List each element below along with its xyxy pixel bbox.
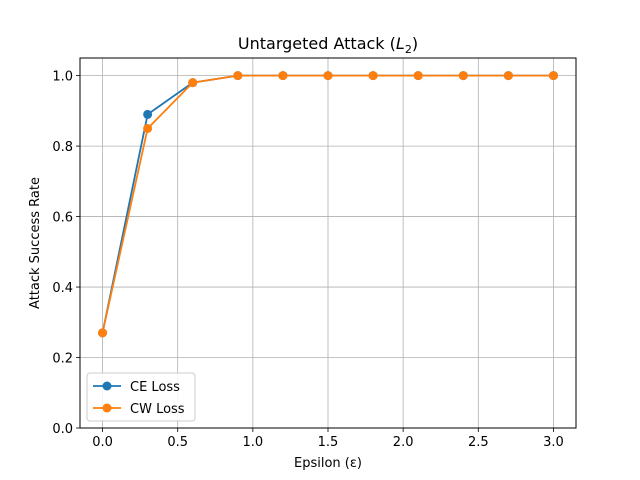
x-tick-label: 2.0 bbox=[393, 435, 414, 450]
x-tick-label: 1.5 bbox=[318, 435, 339, 450]
x-tick-label: 1.0 bbox=[243, 435, 264, 450]
data-point-cw-loss bbox=[368, 71, 378, 81]
y-tick-label: 0.6 bbox=[52, 211, 73, 226]
data-point-cw-loss bbox=[278, 71, 288, 81]
legend-label-cw-loss: CW Loss bbox=[130, 402, 185, 417]
legend: CE Loss CW Loss bbox=[86, 372, 196, 422]
data-point-cw-loss bbox=[188, 78, 198, 88]
legend-marker-ce-loss bbox=[102, 381, 112, 391]
data-point-cw-loss bbox=[98, 328, 108, 338]
data-point-cw-loss bbox=[143, 123, 153, 133]
y-tick-label: 0.8 bbox=[52, 140, 73, 155]
legend-marker-cw-loss bbox=[102, 403, 112, 413]
data-point-cw-loss bbox=[323, 71, 333, 81]
data-point-cw-loss bbox=[548, 71, 558, 81]
x-axis-label: Epsilon (ε) bbox=[294, 456, 362, 471]
data-point-ce-loss bbox=[143, 109, 153, 119]
data-point-cw-loss bbox=[458, 71, 468, 81]
data-point-cw-loss bbox=[503, 71, 513, 81]
legend-label-ce-loss: CE Loss bbox=[130, 380, 180, 395]
y-axis-label: Attack Success Rate bbox=[28, 177, 43, 309]
legend-entry-cw-loss: CW Loss bbox=[93, 402, 185, 417]
y-tick-label: 1.0 bbox=[52, 70, 73, 85]
x-tick-label: 0.0 bbox=[92, 435, 113, 450]
data-point-cw-loss bbox=[413, 71, 423, 81]
y-tick-label: 0.2 bbox=[52, 352, 73, 367]
data-point-cw-loss bbox=[233, 71, 243, 81]
legend-box bbox=[86, 372, 196, 422]
x-tick-label: 0.5 bbox=[167, 435, 188, 450]
chart-title: Untargeted Attack (L2) bbox=[238, 34, 418, 56]
y-tick-label: 0.4 bbox=[52, 281, 73, 296]
legend-entry-ce-loss: CE Loss bbox=[93, 380, 180, 395]
series-layer bbox=[98, 71, 558, 338]
series-cw-loss bbox=[98, 71, 558, 338]
ticks: 0.0 0.5 1.0 1.5 2.0 2.5 3.0 0.0 0.2 0.4 0.6 0.8 1.0 bbox=[52, 70, 563, 450]
x-tick-label: 2.5 bbox=[468, 435, 489, 450]
x-tick-label: 3.0 bbox=[543, 435, 564, 450]
y-tick-label: 0.0 bbox=[52, 422, 73, 437]
